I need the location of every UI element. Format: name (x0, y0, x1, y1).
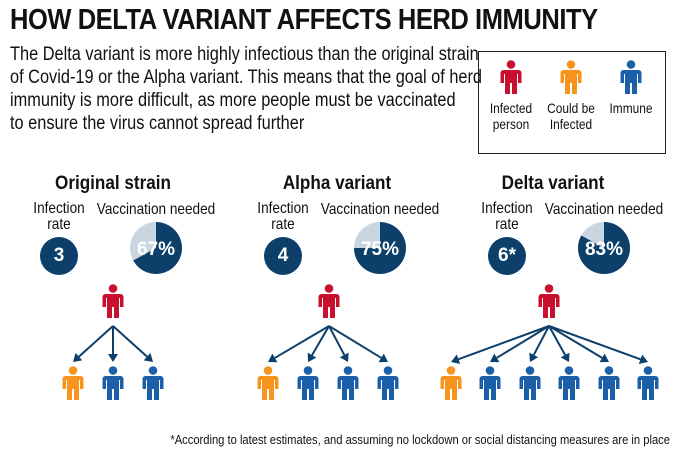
transmission-arrow (311, 325, 330, 356)
infection-rate-label: Infection rate (481, 200, 533, 233)
vaccination-pie: 83% (578, 222, 630, 274)
arrow-head (143, 352, 153, 362)
pie-label: 67% (137, 239, 175, 260)
intro-line: immunity is more difficult, as more peop… (10, 90, 456, 111)
person-icon (500, 60, 522, 94)
footnote: *According to latest estimates, and assu… (170, 432, 670, 447)
section-title-delta: Delta variant (501, 173, 605, 194)
page-title: HOW DELTA VARIANT AFFECTS HERD IMMUNITY (10, 4, 598, 36)
arrow-head (268, 353, 278, 363)
transmission-arrow (328, 325, 382, 359)
section-title-original: Original strain (55, 173, 171, 194)
immune-person-icon (102, 366, 124, 400)
immune-person-icon (558, 366, 580, 400)
legend-label: Could be Infected (547, 100, 595, 132)
arrow-head (339, 352, 349, 362)
immune-person-icon (297, 366, 319, 400)
legend-item-immune: Immune (601, 60, 661, 116)
immune-person-icon (337, 366, 359, 400)
arrow-head (490, 353, 500, 363)
pie-slice-vaccinated (133, 222, 182, 274)
immune-person-icon (377, 366, 399, 400)
immune-person-icon (142, 366, 164, 400)
arrow-head (529, 352, 539, 362)
infection-rate-value: 6* (488, 237, 526, 275)
person-icon (560, 60, 582, 94)
transmission-arrow (548, 325, 566, 356)
person-icon (620, 60, 642, 94)
transmission-arrow (78, 325, 114, 358)
immune-person-icon (637, 366, 659, 400)
pie-slice-vaccinated (578, 222, 630, 274)
could-be-infected-person-icon (257, 366, 279, 400)
transmission-arrow (112, 325, 148, 358)
transmission-arrow (496, 325, 550, 359)
immune-person-icon (479, 366, 501, 400)
vaccination-needed-label: Vaccination needed (96, 201, 216, 218)
infection-rate-value: 3 (40, 237, 78, 275)
legend-item-could-be-infected: Could be Infected (541, 60, 601, 132)
infected-person-icon (318, 284, 340, 318)
transmission-arrow (274, 325, 330, 359)
legend-label: Infected person (489, 100, 533, 132)
transmission-arrow (548, 325, 641, 361)
arrow-head (560, 352, 570, 362)
vaccination-pie: 67% (130, 222, 182, 274)
transmission-arrow (532, 325, 550, 356)
legend-item-infected: Infected person (481, 60, 541, 132)
immune-person-icon (519, 366, 541, 400)
arrow-head (108, 354, 118, 362)
intro-text: The Delta variant is more highly infecti… (10, 43, 483, 135)
intro-line: of Covid-19 or the Alpha variant. This m… (10, 67, 483, 88)
infected-person-icon (538, 284, 560, 318)
arrow-head (307, 352, 317, 362)
could-be-infected-person-icon (62, 366, 84, 400)
infected-person-icon (102, 284, 124, 318)
infection-rate-value: 4 (264, 237, 302, 275)
could-be-infected-person-icon (440, 366, 462, 400)
pie-label: 83% (585, 239, 623, 260)
vaccination-needed-label: Vaccination needed (320, 201, 440, 218)
transmission-arrow (458, 325, 550, 361)
arrow-head (451, 354, 461, 364)
section-title-alpha: Alpha variant (282, 173, 392, 194)
vaccination-pie: 75% (354, 222, 406, 274)
arrow-head (378, 353, 388, 363)
legend-label: Immune (609, 100, 653, 116)
arrow-head (638, 354, 648, 364)
arrow-head (73, 352, 83, 362)
infection-rate-label: Infection rate (33, 200, 85, 233)
intro-line: to ensure the virus cannot spread furthe… (10, 113, 305, 134)
pie-slice-vaccinated (354, 222, 406, 274)
immune-person-icon (598, 366, 620, 400)
legend: Infected person Could be Infected Immune (478, 51, 666, 154)
infection-rate-label: Infection rate (257, 200, 309, 233)
pie-label: 75% (361, 239, 399, 260)
vaccination-needed-label: Vaccination needed (544, 201, 664, 218)
transmission-arrow (548, 325, 603, 359)
transmission-arrow (328, 325, 346, 356)
arrow-head (599, 353, 609, 363)
intro-line: The Delta variant is more highly infecti… (10, 44, 479, 65)
